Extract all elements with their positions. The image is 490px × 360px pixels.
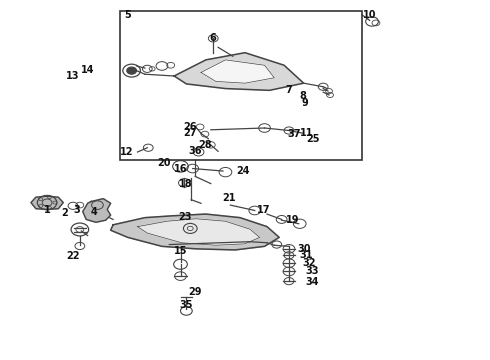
Text: 19: 19 <box>286 215 299 225</box>
Circle shape <box>127 67 137 74</box>
Text: 9: 9 <box>302 98 309 108</box>
Text: 32: 32 <box>303 258 316 268</box>
Text: 8: 8 <box>299 91 306 101</box>
Text: 24: 24 <box>236 166 249 176</box>
Polygon shape <box>31 196 63 210</box>
Text: 17: 17 <box>257 206 270 216</box>
Text: 33: 33 <box>306 266 319 276</box>
Text: 7: 7 <box>286 85 293 95</box>
Text: 28: 28 <box>198 140 212 150</box>
Text: 10: 10 <box>363 10 376 20</box>
Text: 30: 30 <box>297 244 310 254</box>
Text: 36: 36 <box>189 146 202 156</box>
Text: 2: 2 <box>61 208 68 218</box>
Text: 16: 16 <box>174 164 187 174</box>
Polygon shape <box>174 53 304 90</box>
Text: 5: 5 <box>124 10 131 20</box>
Text: 21: 21 <box>222 193 236 203</box>
Text: 37: 37 <box>287 129 300 139</box>
Text: 31: 31 <box>299 250 313 260</box>
Text: 22: 22 <box>66 251 80 261</box>
Bar <box>121 12 362 160</box>
Text: 29: 29 <box>189 287 202 297</box>
Polygon shape <box>83 199 111 222</box>
Polygon shape <box>138 219 260 245</box>
Text: 35: 35 <box>180 300 193 310</box>
Text: 1: 1 <box>44 206 50 216</box>
Text: 4: 4 <box>90 207 97 217</box>
Text: 13: 13 <box>66 71 80 81</box>
Text: 20: 20 <box>158 158 171 168</box>
Text: 34: 34 <box>306 277 319 287</box>
Text: 23: 23 <box>179 212 192 221</box>
Text: 3: 3 <box>73 206 80 216</box>
Text: 26: 26 <box>184 122 197 132</box>
Text: 6: 6 <box>210 33 217 43</box>
Text: 11: 11 <box>300 129 314 138</box>
Text: 25: 25 <box>307 134 320 144</box>
Text: 14: 14 <box>81 64 95 75</box>
Text: 18: 18 <box>178 179 192 189</box>
Polygon shape <box>111 214 279 250</box>
Text: 12: 12 <box>120 147 133 157</box>
Text: 15: 15 <box>174 246 187 256</box>
Polygon shape <box>201 60 274 83</box>
Text: 27: 27 <box>184 129 197 138</box>
